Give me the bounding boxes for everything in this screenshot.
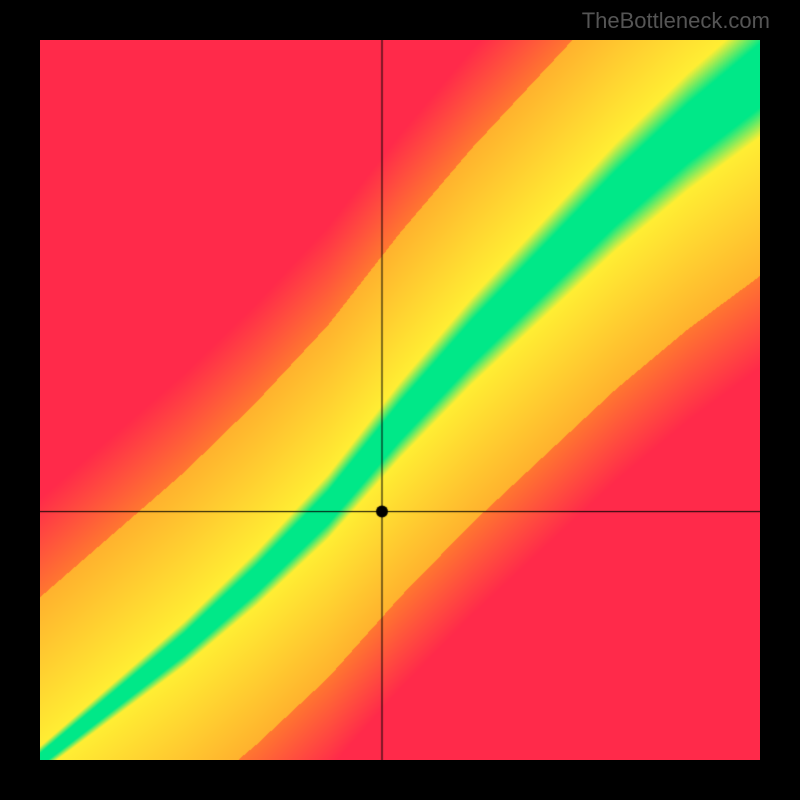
bottleneck-heatmap	[40, 40, 760, 760]
heatmap-canvas	[40, 40, 760, 760]
watermark-text: TheBottleneck.com	[582, 8, 770, 34]
